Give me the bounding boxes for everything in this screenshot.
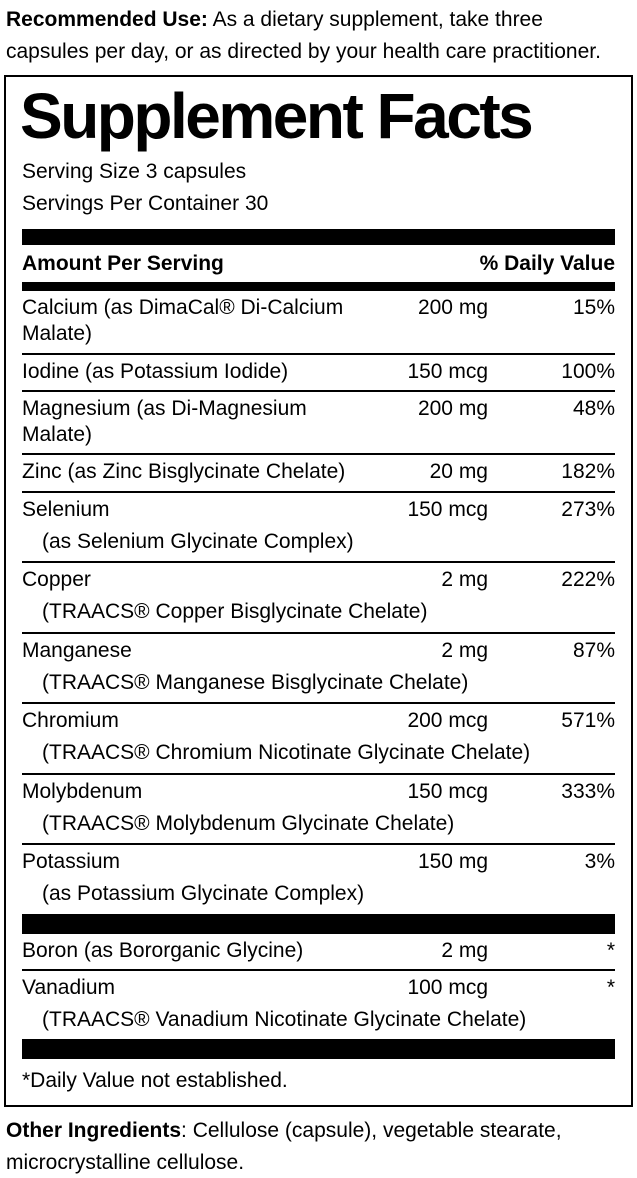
nutrient-source: (as Potassium Glycinate Complex) xyxy=(42,882,365,906)
nutrient-dv: * xyxy=(606,938,615,962)
nutrient-name: Chromium xyxy=(22,709,119,733)
table-row: Chromium 200 mcg 571% (TRAACS® Chromium … xyxy=(22,704,615,775)
nutrient-amount: 200 mg xyxy=(417,296,488,320)
divider-bar-header xyxy=(22,282,615,292)
table-row: Zinc (as Zinc Bisglycinate Chelate) 20 m… xyxy=(22,455,615,493)
nutrient-name: Magnesium (as Di-Magnesium Malate) xyxy=(22,396,307,447)
divider-bar-section xyxy=(22,913,615,934)
nutrient-dv: * xyxy=(606,975,615,999)
nutrient-source: (as Selenium Glycinate Complex) xyxy=(42,529,354,553)
nutrient-dv: 87% xyxy=(572,638,615,662)
nutrient-amount: 2 mg xyxy=(441,938,488,962)
nutrient-name: Zinc (as Zinc Bisglycinate Chelate) xyxy=(22,460,346,484)
nutrient-source: (TRAACS® Copper Bisglycinate Chelate) xyxy=(42,600,428,624)
nutrient-dv: 571% xyxy=(561,709,615,733)
nutrient-name: Boron (as Bororganic Glycine) xyxy=(22,938,304,962)
nutrient-dv: 48% xyxy=(572,396,615,420)
nutrient-dv: 100% xyxy=(561,359,615,383)
column-header-amount: Amount Per Serving xyxy=(22,252,224,276)
nutrient-name: Iodine (as Potassium Iodide) xyxy=(22,359,289,383)
nutrient-source: (TRAACS® Molybdenum Glycinate Chelate) xyxy=(42,811,455,835)
nutrient-dv: 273% xyxy=(561,497,615,521)
nutrient-amount: 150 mcg xyxy=(407,497,488,521)
nutrient-name: Selenium xyxy=(22,497,110,521)
table-row: Boron (as Bororganic Glycine) 2 mg * xyxy=(22,934,615,971)
nutrient-source: (TRAACS® Chromium Nicotinate Glycinate C… xyxy=(42,741,531,765)
nutrient-dv: 15% xyxy=(572,296,615,320)
other-ingredients-label: Other Ingredients xyxy=(6,1119,182,1143)
nutrient-source: (TRAACS® Manganese Bisglycinate Chelate) xyxy=(42,670,469,694)
divider-bar-bottom xyxy=(22,1039,615,1060)
table-row: Calcium (as DimaCal® Di-Calcium Malate) … xyxy=(22,291,615,355)
column-header-daily-value: % Daily Value xyxy=(479,252,615,276)
nutrient-amount: 150 mcg xyxy=(407,779,488,803)
nutrient-name: Molybdenum xyxy=(22,779,143,803)
nutrient-amount: 150 mg xyxy=(417,850,488,874)
nutrient-amount: 2 mg xyxy=(441,568,488,592)
nutrient-name: Calcium (as DimaCal® Di-Calcium Malate) xyxy=(22,296,344,346)
table-row: Vanadium 100 mcg * (TRAACS® Vanadium Nic… xyxy=(22,971,615,1040)
recommended-use-label: Recommended Use: xyxy=(6,8,208,31)
nutrient-name: Copper xyxy=(22,568,91,592)
nutrient-dv: 333% xyxy=(561,779,615,803)
table-column-header: Amount Per Serving % Daily Value xyxy=(22,245,615,282)
nutrient-dv: 3% xyxy=(584,850,615,874)
nutrient-name: Manganese xyxy=(22,638,132,662)
serving-size: Serving Size 3 capsules xyxy=(22,160,247,184)
table-row: Molybdenum 150 mcg 333% (TRAACS® Molybde… xyxy=(22,775,615,846)
nutrient-table: Calcium (as DimaCal® Di-Calcium Malate) … xyxy=(22,291,615,1093)
nutrient-dv: 182% xyxy=(561,460,615,484)
nutrient-dv: 222% xyxy=(561,568,615,592)
nutrient-source: (TRAACS® Vanadium Nicotinate Glycinate C… xyxy=(42,1008,527,1032)
table-row: Potassium 150 mg 3% (as Potassium Glycin… xyxy=(22,845,615,914)
nutrient-amount: 200 mcg xyxy=(407,709,488,733)
other-ingredients-paragraph: Other Ingredients: Cellulose (capsule), … xyxy=(0,1107,637,1178)
table-row: Magnesium (as Di-Magnesium Malate) 200 m… xyxy=(22,392,615,456)
recommended-use-paragraph: Recommended Use: As a dietary supplement… xyxy=(0,0,637,73)
nutrient-amount: 2 mg xyxy=(441,638,488,662)
servings-per-container: Servings Per Container 30 xyxy=(22,191,269,215)
supplement-facts-panel: Supplement Facts Serving Size 3 capsules… xyxy=(4,75,633,1108)
nutrient-amount: 150 mcg xyxy=(407,359,488,383)
divider-bar-top xyxy=(22,229,615,246)
nutrient-amount: 200 mg xyxy=(417,396,488,420)
nutrient-name: Vanadium xyxy=(22,975,116,999)
table-row: Manganese 2 mg 87% (TRAACS® Manganese Bi… xyxy=(22,634,615,705)
nutrient-amount: 100 mcg xyxy=(407,975,488,999)
panel-title: Supplement Facts xyxy=(20,80,534,152)
nutrient-amount: 20 mg xyxy=(429,460,488,484)
table-row: Copper 2 mg 222% (TRAACS® Copper Bisglyc… xyxy=(22,563,615,634)
recommended-use-text: As a dietary supplement, take three caps… xyxy=(6,8,601,63)
nutrient-name: Potassium xyxy=(22,850,121,874)
daily-value-footnote: *Daily Value not established. xyxy=(22,1069,288,1093)
table-row: Iodine (as Potassium Iodide) 150 mcg 100… xyxy=(22,355,615,392)
table-row: Selenium 150 mcg 273% (as Selenium Glyci… xyxy=(22,493,615,564)
